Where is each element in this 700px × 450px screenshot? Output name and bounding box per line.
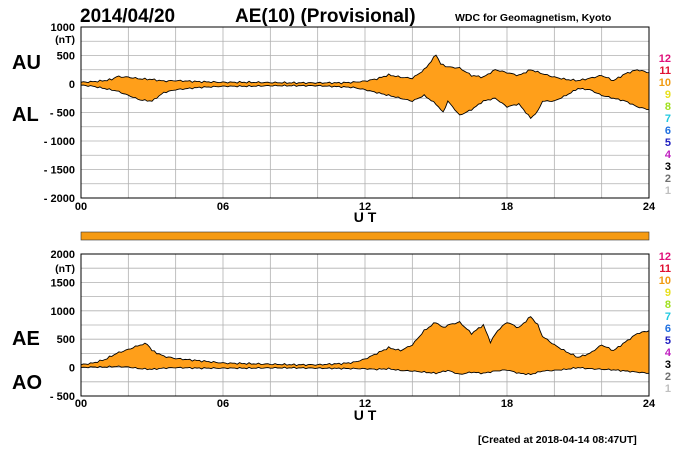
- legend-entry: 2: [665, 371, 671, 383]
- area-au-al: [81, 55, 649, 119]
- created-timestamp: [Created at 2018-04-14 08:47UT]: [478, 434, 637, 446]
- legend-entry: 11: [659, 263, 671, 275]
- series-label-al: AL: [12, 104, 39, 126]
- legend-entry: 9: [665, 287, 671, 299]
- y-tick-label: 0: [69, 79, 75, 91]
- y-unit-label: (nT): [55, 263, 75, 275]
- x-axis-label: U T: [354, 209, 377, 225]
- series-label-ao: AO: [12, 372, 42, 394]
- legend-entry: 10: [659, 275, 671, 287]
- x-tick-label: 00: [75, 398, 87, 410]
- legend-entry: 7: [665, 113, 671, 125]
- y-tick-label: 1000: [51, 306, 75, 318]
- y-tick-label: - 1500: [44, 165, 75, 177]
- y-unit-label: (nT): [55, 34, 75, 46]
- x-tick-label: 18: [501, 398, 513, 410]
- plot-frame: [80, 26, 650, 199]
- legend-entry: 9: [665, 89, 671, 101]
- index-title: AE(10) (Provisional): [235, 6, 416, 27]
- legend-entry: 7: [665, 311, 671, 323]
- legend-entry: 11: [659, 65, 671, 77]
- y-tick-label: 500: [57, 334, 75, 346]
- legend-entry: 4: [665, 149, 672, 161]
- legend-entry: 1: [665, 383, 671, 395]
- series-ae-line: [80, 316, 650, 367]
- y-tick-label: 1500: [51, 277, 75, 289]
- legend-entry: 3: [665, 161, 671, 173]
- series-ao-line: [80, 365, 650, 376]
- legend-entry: 8: [665, 299, 671, 311]
- y-tick-label: 500: [57, 51, 75, 63]
- y-tick-label: - 500: [50, 391, 75, 403]
- x-tick-label: 12: [359, 398, 371, 410]
- legend-entry: 2: [665, 173, 671, 185]
- plot-frame: [80, 253, 650, 397]
- area-ae-ao: [81, 316, 649, 375]
- source-label: WDC for Geomagnetism, Kyoto: [455, 12, 611, 24]
- legend-entry: 4: [665, 347, 672, 359]
- legend-entry: 5: [665, 335, 671, 347]
- x-tick-label: 06: [217, 201, 229, 213]
- x-axis-label: U T: [354, 407, 377, 423]
- y-tick-label: - 2000: [44, 193, 75, 205]
- y-tick-label: - 500: [50, 108, 75, 120]
- legend-entry: 5: [665, 137, 671, 149]
- series-au-line: [80, 54, 650, 85]
- x-tick-label: 24: [643, 201, 656, 213]
- date-title: 2014/04/20: [80, 6, 175, 27]
- legend-entry: 8: [665, 101, 671, 113]
- series-al-line: [80, 84, 650, 120]
- x-tick-label: 12: [359, 201, 371, 213]
- y-tick-label: - 1000: [44, 136, 75, 148]
- legend-entry: 6: [665, 323, 671, 335]
- ae-ao-panel: 2000 1500 1000 500 0 - 500 (nT) 00 06 12 18 24 U T AE…: [12, 249, 656, 423]
- legend-entry: 12: [659, 53, 671, 65]
- legend-entry: 3: [665, 359, 671, 371]
- series-label-au: AU: [12, 52, 41, 74]
- legend-entry: 6: [665, 125, 671, 137]
- x-tick-label: 06: [217, 398, 229, 410]
- legend-entry: 12: [659, 251, 671, 263]
- y-tick-label: 0: [69, 363, 75, 375]
- x-tick-label: 18: [501, 201, 513, 213]
- separator-bar: [80, 231, 650, 241]
- x-tick-label: 00: [75, 201, 87, 213]
- y-tick-label: 2000: [51, 249, 75, 261]
- legend-entry: 1: [665, 185, 671, 197]
- y-tick-label: 1000: [51, 22, 75, 34]
- legend-entry: 10: [659, 77, 671, 89]
- au-al-panel: 1000 500 0 - 500 - 1000 - 1500 - 2000 (nT) 00 06 1…: [12, 22, 656, 225]
- series-label-ae: AE: [12, 328, 40, 350]
- x-tick-label: 24: [643, 398, 656, 410]
